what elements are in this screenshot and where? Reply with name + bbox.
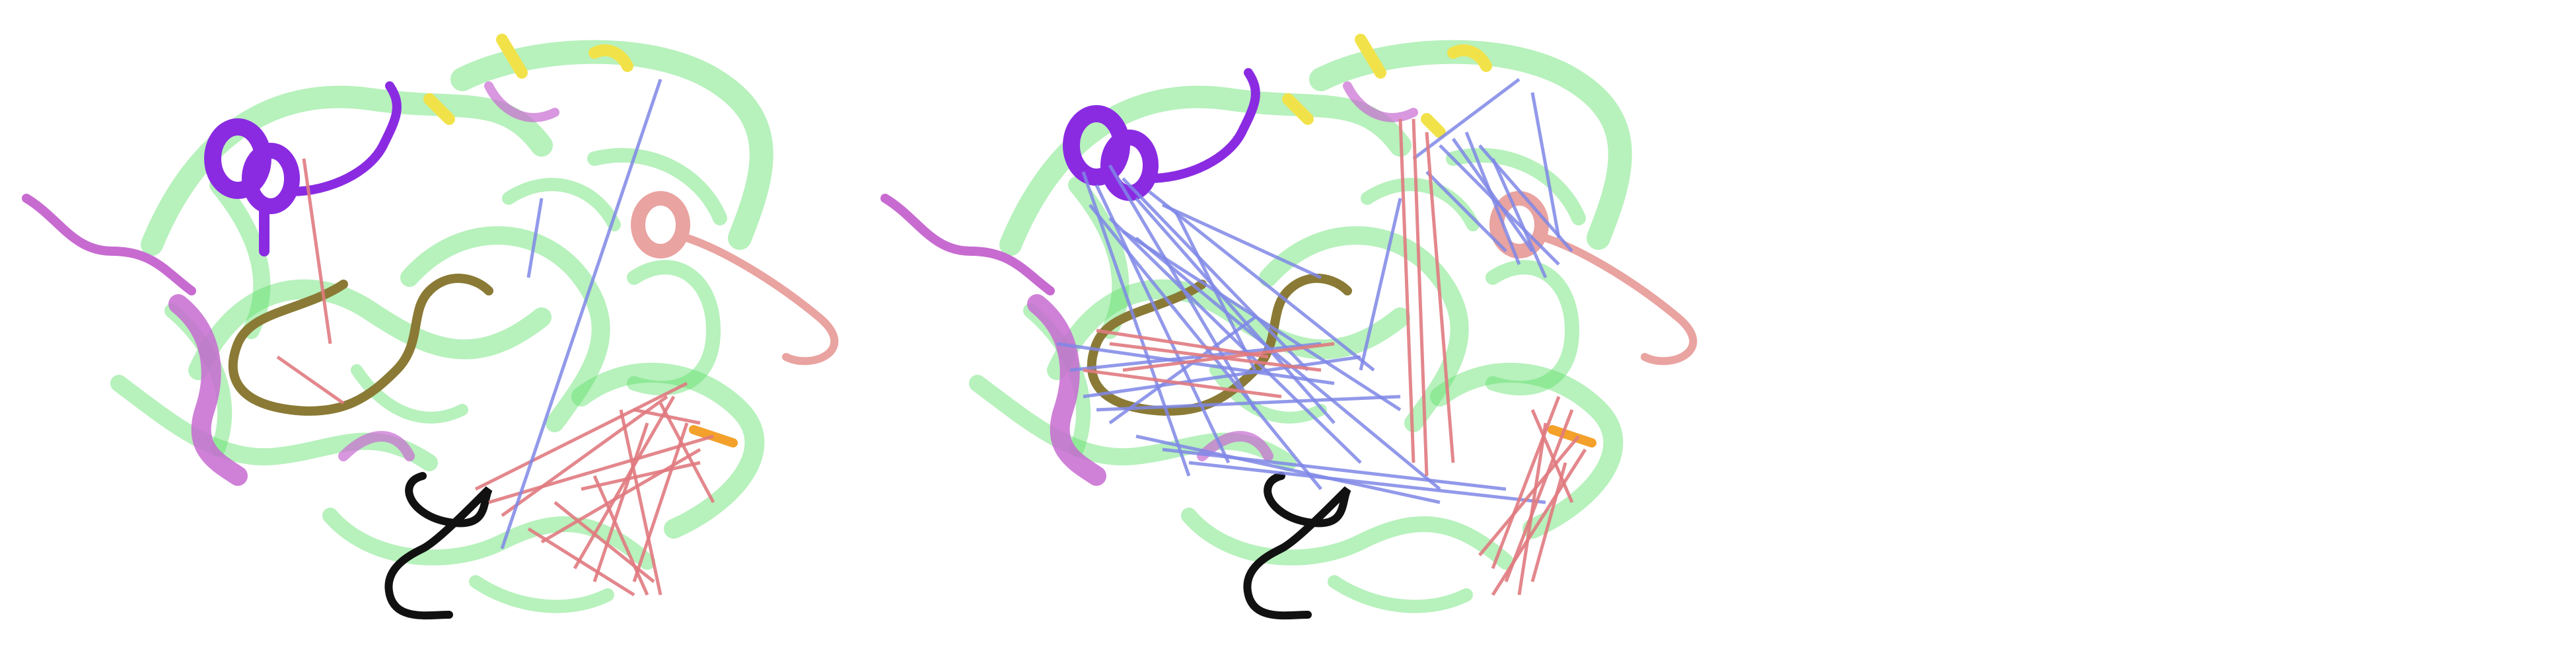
yellow-strands (1282, 34, 1492, 138)
black-loop (384, 472, 493, 620)
empty-panel (1717, 0, 2576, 661)
contact-lines-red (1083, 118, 1587, 596)
orange-strand (1548, 425, 1596, 447)
protein-structure-left (22, 34, 839, 620)
magenta-helix (22, 81, 559, 486)
olive-loop (1087, 274, 1352, 416)
yellow-strands (423, 34, 633, 125)
salmon-helix (1489, 191, 1698, 366)
purple-helix (1063, 68, 1260, 201)
contact-lines-red (276, 158, 715, 597)
contact-lines-blue (500, 79, 662, 549)
olive-loop (228, 274, 493, 416)
structure-panel-left (0, 0, 859, 661)
salmon-helix (631, 191, 839, 366)
magenta-helix (880, 81, 1418, 486)
purple-helix (204, 81, 402, 256)
black-loop (1243, 472, 1351, 620)
protein-structure-right (880, 34, 1698, 620)
structure-panel-right (859, 0, 1717, 661)
